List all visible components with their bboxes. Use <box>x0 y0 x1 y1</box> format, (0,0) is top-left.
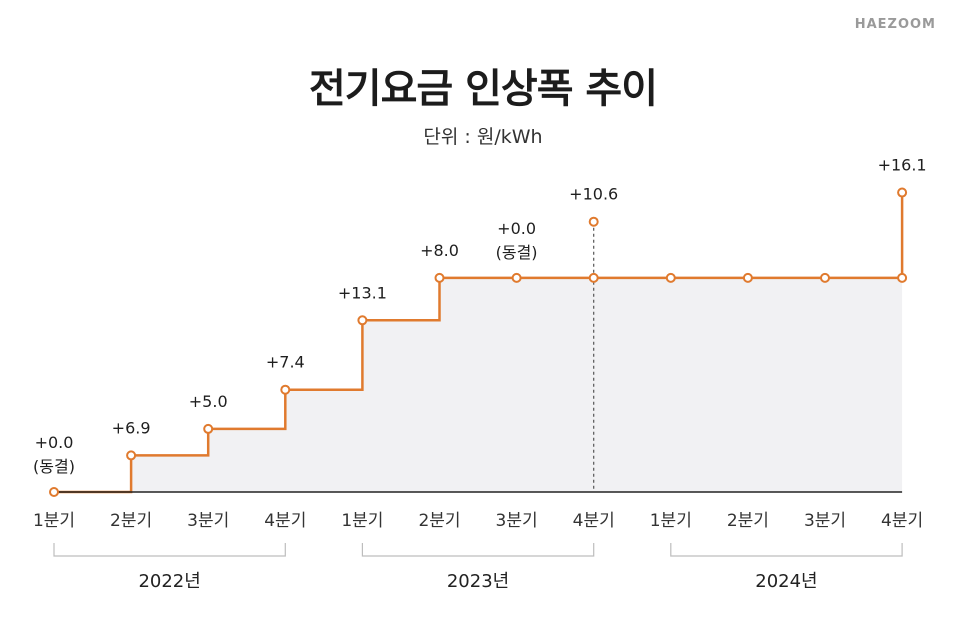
x-tick-label: 1분기 <box>650 511 692 531</box>
x-tick-label: 2분기 <box>727 511 769 531</box>
x-tick-label: 3분기 <box>187 511 229 531</box>
x-tick-label: 3분기 <box>804 511 846 531</box>
freeze-label: (동결) <box>33 457 75 476</box>
x-tick-label: 2분기 <box>418 511 460 531</box>
data-label: +16.1 <box>878 156 927 175</box>
data-label: +6.9 <box>112 418 151 437</box>
data-point <box>665 272 676 283</box>
x-tick-label: 1분기 <box>341 511 383 531</box>
data-label: +8.0 <box>420 241 459 260</box>
year-bracket <box>670 543 903 557</box>
data-point <box>203 423 214 434</box>
freeze-label: (동결) <box>496 243 538 262</box>
brand-logo-text: HAEZOOM <box>854 17 936 32</box>
data-label: +5.0 <box>189 392 228 411</box>
chart-subtitle: 단위 : 원/kWh <box>423 126 543 148</box>
data-point-spike <box>897 187 908 198</box>
chart-title: 전기요금 인상폭 추이 <box>308 66 658 112</box>
data-point <box>280 384 291 395</box>
x-tick-label: 4분기 <box>573 511 615 531</box>
x-tick-label: 3분기 <box>496 511 538 531</box>
year-group-label: 2023년 <box>447 571 509 592</box>
data-point-spike <box>588 216 599 227</box>
data-point <box>511 272 522 283</box>
x-tick-label: 2분기 <box>110 511 152 531</box>
data-label: +10.6 <box>569 185 618 204</box>
data-label: +7.4 <box>266 353 305 372</box>
data-point <box>126 450 137 461</box>
year-bracket <box>53 543 286 557</box>
data-point <box>357 315 368 326</box>
x-tick-label: 4분기 <box>264 511 306 531</box>
data-point <box>897 272 908 283</box>
year-group-label: 2024년 <box>755 571 817 592</box>
data-label: +0.0 <box>497 219 536 238</box>
data-point <box>742 272 753 283</box>
data-point <box>434 272 445 283</box>
x-tick-label: 1분기 <box>33 511 75 531</box>
data-point <box>588 272 599 283</box>
data-label: +13.1 <box>338 283 387 302</box>
data-label: +0.0 <box>35 433 74 452</box>
chart-area-fill <box>54 277 903 492</box>
data-point <box>49 487 59 497</box>
year-bracket <box>361 543 595 557</box>
x-tick-label: 4분기 <box>881 511 923 531</box>
year-group-label: 2022년 <box>138 571 200 592</box>
data-point <box>820 272 830 283</box>
